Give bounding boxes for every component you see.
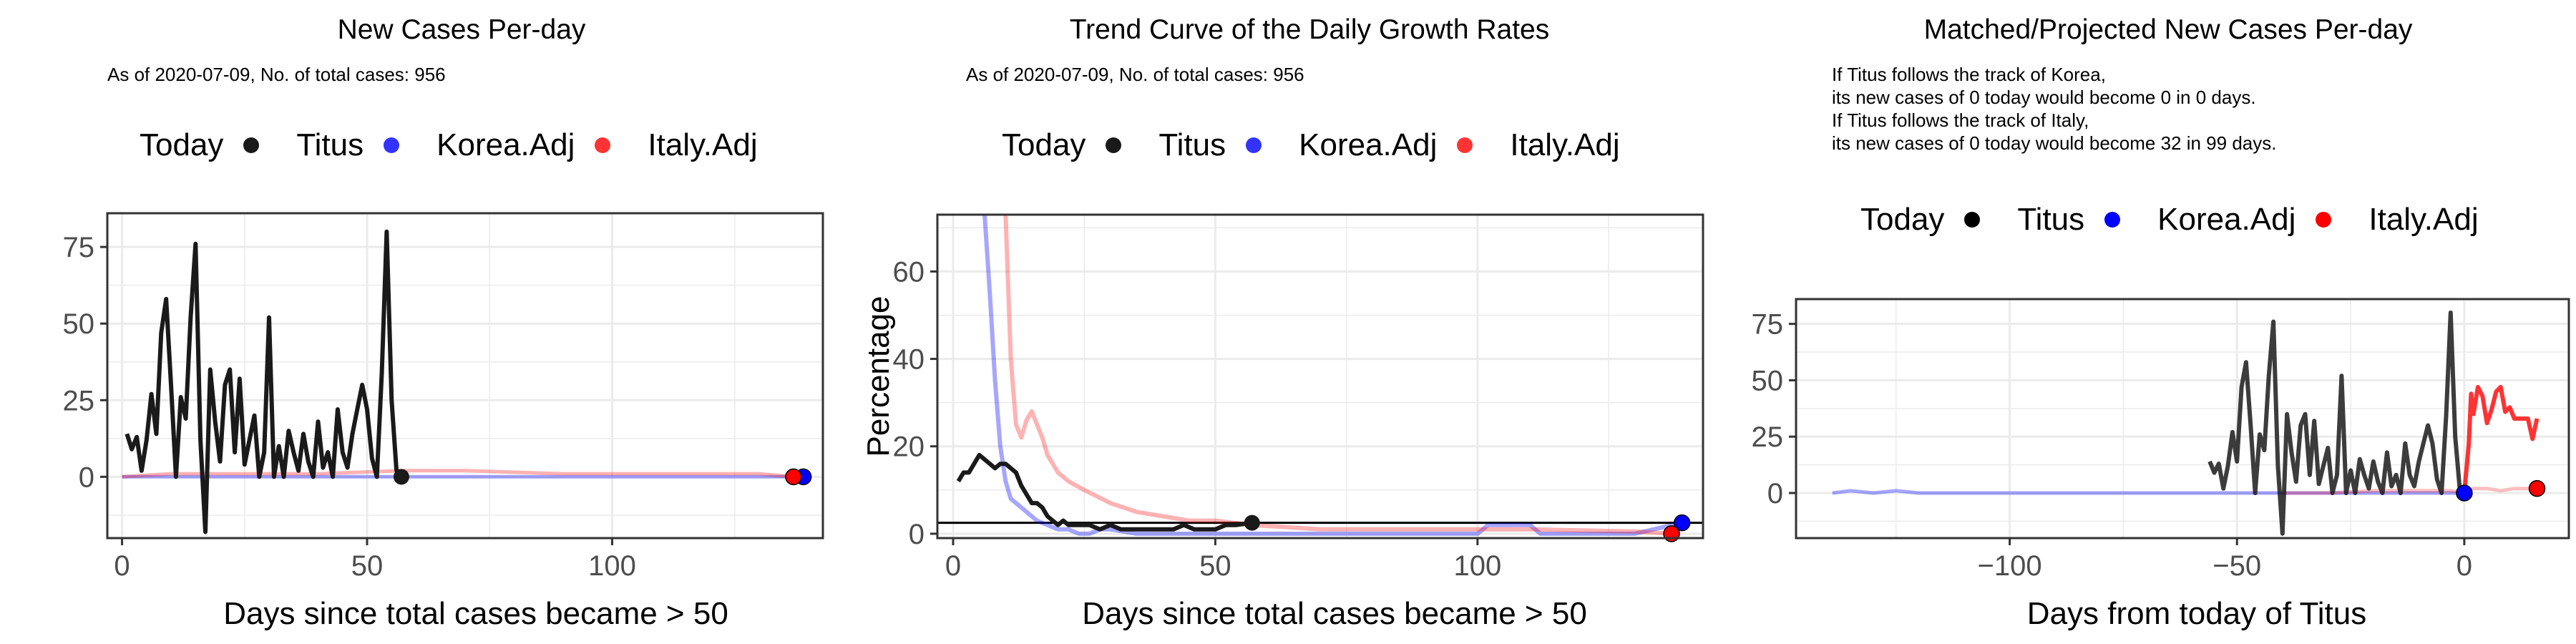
legend-dot-italy <box>1457 137 1473 153</box>
legend-item-italy: Italy.Adj <box>1457 127 1620 163</box>
chart-title: Trend Curve of the Daily Growth Rates <box>1069 14 1550 45</box>
legend-label: Italy.Adj <box>648 127 758 162</box>
series-line-italy-adj <box>1003 215 1672 536</box>
plot-area: 0 50 100 0 20 40 60 Days since total cases beca… <box>861 213 1704 631</box>
plot-frame <box>936 213 1704 540</box>
legend-item-titus: Titus <box>1106 127 1226 163</box>
y-tick-label: 75 <box>63 232 95 263</box>
y-tick-label: 20 <box>893 431 925 463</box>
y-tick-label: 60 <box>893 256 925 288</box>
projected-cases-panel: Matched/Projected New Cases Per-day If T… <box>1717 0 2576 644</box>
chart-subtitle: As of 2020-07-09, No. of total cases: 95… <box>966 64 1304 85</box>
x-axis-label: Days since total cases became > 50 <box>223 596 728 631</box>
legend-title: Today <box>1002 127 1086 162</box>
growth-rate-panel: Trend Curve of the Daily Growth Rates As… <box>852 0 1717 644</box>
x-axis-label: Days since total cases became > 50 <box>1082 596 1587 631</box>
x-tick-label: 50 <box>351 550 384 582</box>
series-line-titus <box>2207 310 2467 536</box>
legend-label: Italy.Adj <box>1510 127 1620 162</box>
series-line-titus <box>125 229 404 535</box>
today-point-korea-adj <box>2456 484 2473 502</box>
y-tick-label: 25 <box>63 385 95 416</box>
plot-area: 0 50 100 0 25 50 75 Days since total cases beca… <box>63 212 824 631</box>
legend-label: Korea.Adj <box>436 127 575 162</box>
y-tick-label: 50 <box>1752 365 1784 396</box>
plot-background <box>107 213 823 538</box>
legend-label: Titus <box>2017 202 2085 237</box>
chart-subtitle: If Titus follows the track of Korea, its… <box>1832 64 2277 154</box>
plot-area: −100 −50 0 0 25 50 75 Days from today of Titus <box>1752 298 2570 631</box>
legend-item-italy: Italy.Adj <box>595 127 758 163</box>
y-axis-label: Percentage <box>861 296 896 457</box>
legend-dot-italy <box>595 137 611 153</box>
legend-item-italy: Italy.Adj <box>2316 202 2479 238</box>
y-tick-label: 0 <box>79 462 94 493</box>
y-tick-label: 50 <box>63 308 95 340</box>
x-axis-label: Days from today of Titus <box>2027 596 2366 631</box>
plot-background <box>1796 299 2569 538</box>
x-tick-label: −50 <box>2212 550 2261 582</box>
series-group <box>122 229 804 535</box>
series-line-korea-adj <box>982 215 1683 536</box>
legend: Today Titus Korea.Adj Italy.Adj <box>1860 202 2499 238</box>
today-point-titus <box>393 469 409 485</box>
legend-dot-titus <box>1106 137 1122 153</box>
series-line-italy-adj-projected <box>2462 384 2540 494</box>
chart-title: New Cases Per-day <box>337 14 586 45</box>
plot-frame <box>1795 298 2570 540</box>
y-tick-label: 0 <box>1767 478 1783 509</box>
legend-item-korea: Korea.Adj <box>2104 202 2296 238</box>
legend: Today Titus Korea.Adj Italy.Adj <box>140 127 778 163</box>
new-cases-panel: New Cases Per-day As of 2020-07-09, No. … <box>0 0 844 644</box>
series-line-korea-adj <box>1832 489 2464 495</box>
chart-subtitle: As of 2020-07-09, No. of total cases: 95… <box>107 64 446 85</box>
series-line-titus <box>956 452 1253 532</box>
legend-label: Korea.Adj <box>2157 202 2296 237</box>
legend-dot-korea <box>1246 137 1262 153</box>
x-tick-label: 100 <box>1453 550 1501 582</box>
today-point-titus <box>1244 514 1260 531</box>
series-group <box>937 215 1703 536</box>
y-tick-label: 40 <box>893 344 925 376</box>
legend: Today Titus Korea.Adj Italy.Adj <box>1002 127 1640 163</box>
legend-item-korea: Korea.Adj <box>1246 127 1437 163</box>
legend-dot-titus <box>1964 212 1981 228</box>
legend-dot-italy <box>2316 212 2332 228</box>
legend-dot-korea <box>384 137 400 153</box>
today-point-italy-adj <box>2528 479 2546 497</box>
today-point-korea-adj <box>1673 514 1691 532</box>
today-point-italy-adj <box>785 468 802 486</box>
chart-title: Matched/Projected New Cases Per-day <box>1923 14 2413 45</box>
legend-item-korea: Korea.Adj <box>384 127 575 163</box>
today-point-italy-adj <box>1663 525 1680 542</box>
x-tick-label: 0 <box>2457 550 2472 582</box>
legend-label: Titus <box>296 127 364 162</box>
legend-dot-korea <box>2104 212 2121 228</box>
series-line-italy-adj <box>122 469 794 479</box>
x-tick-label: 0 <box>945 550 961 582</box>
x-tick-label: −100 <box>1978 550 2042 582</box>
legend-title: Today <box>1860 202 1945 237</box>
legend-dot-titus <box>243 137 260 153</box>
legend-title: Today <box>140 127 224 162</box>
y-tick-label: 0 <box>909 519 924 550</box>
legend-label: Titus <box>1158 127 1226 162</box>
y-tick-label: 25 <box>1752 421 1784 453</box>
x-tick-label: 100 <box>588 550 636 582</box>
y-tick-label: 75 <box>1752 309 1784 341</box>
plot-frame <box>106 212 824 540</box>
plot-background <box>937 215 1703 538</box>
x-tick-label: 0 <box>114 550 130 582</box>
x-tick-label: 50 <box>1199 550 1231 582</box>
legend-label: Korea.Adj <box>1299 127 1438 162</box>
legend-item-titus: Titus <box>243 127 364 163</box>
legend-item-titus: Titus <box>1964 202 2084 238</box>
legend-label: Italy.Adj <box>2368 202 2479 237</box>
